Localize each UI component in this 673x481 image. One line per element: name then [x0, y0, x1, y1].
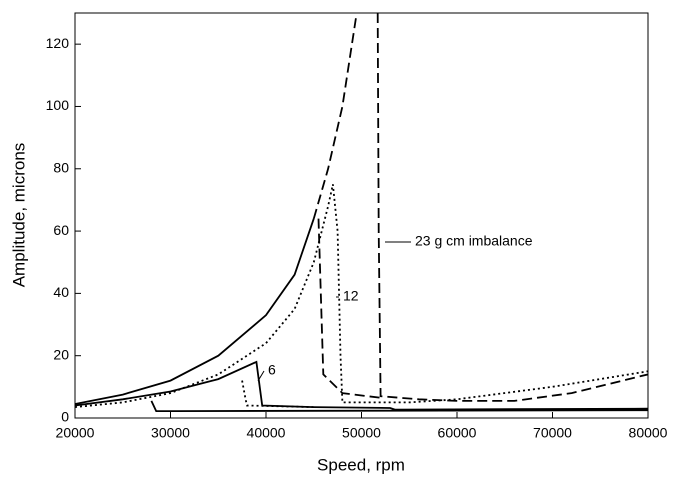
y-tick-label: 120 — [46, 35, 70, 51]
series-line — [75, 218, 648, 412]
annotation-leader — [257, 370, 265, 382]
x-axis-title: Speed, rpm — [317, 455, 405, 474]
annotation: 12 — [343, 288, 359, 304]
y-tick-label: 20 — [53, 346, 69, 362]
x-tick-label: 60000 — [438, 425, 477, 441]
x-tick-label: 70000 — [533, 425, 572, 441]
series-line — [75, 184, 648, 408]
y-tick-label: 80 — [53, 159, 69, 175]
plot-frame — [74, 12, 649, 419]
x-tick-label: 50000 — [342, 425, 381, 441]
series-line — [312, 13, 648, 402]
x-tick-label: 80000 — [629, 425, 668, 441]
annotation: 6 — [268, 362, 276, 378]
x-tick-label: 20000 — [56, 425, 95, 441]
annotation: 23 g cm imbalance — [415, 233, 533, 249]
y-tick-label: 100 — [46, 97, 70, 113]
y-tick-label: 60 — [53, 222, 69, 238]
y-axis-title: Amplitude, microns — [9, 143, 28, 288]
y-tick-label: 40 — [53, 284, 69, 300]
y-tick-label: 0 — [61, 409, 69, 425]
x-tick-label: 40000 — [247, 425, 286, 441]
x-tick-label: 30000 — [151, 425, 190, 441]
